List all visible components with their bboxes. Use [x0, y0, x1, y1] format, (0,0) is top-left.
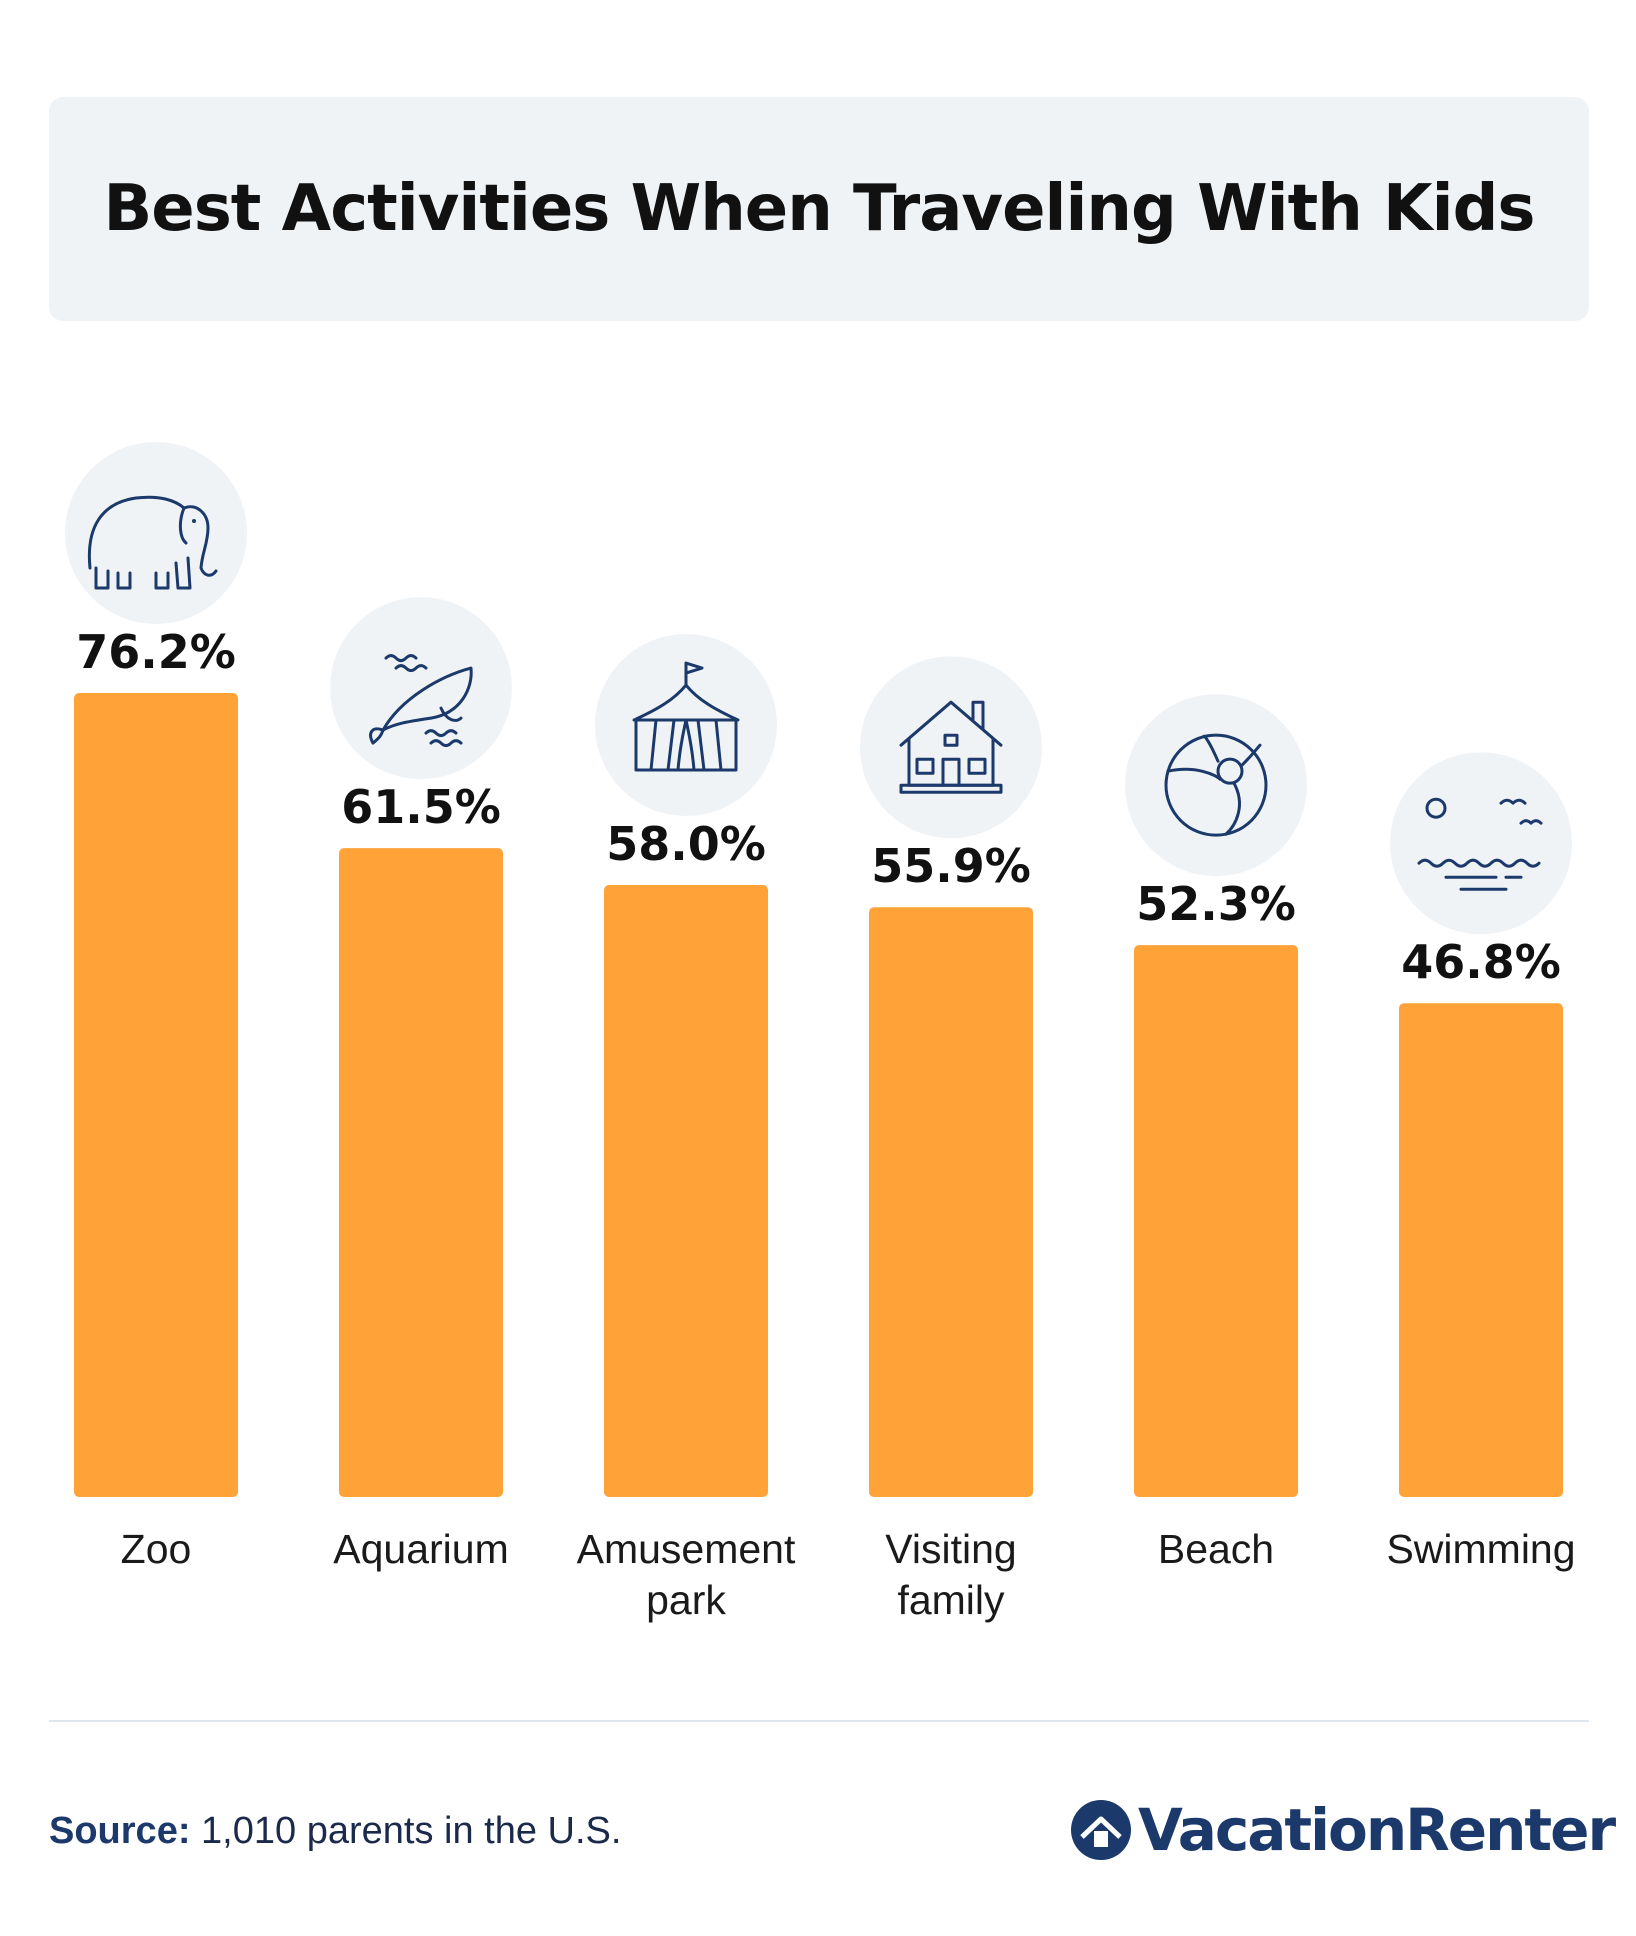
category-label-2: park — [646, 1577, 726, 1623]
bar-chart: 76.2% Zoo 61.5% Aquarium 58.0% Amusement park 5… — [65, 442, 1576, 1623]
category-label-2: Amusement — [577, 1526, 796, 1572]
bar-4 — [1134, 945, 1298, 1497]
value-label-2: 58.0% — [606, 817, 766, 871]
bar-3 — [869, 907, 1033, 1497]
logo-text: VacationRenter — [1138, 1796, 1616, 1864]
category-label-4: Beach — [1158, 1526, 1274, 1572]
value-label-4: 52.3% — [1136, 877, 1296, 931]
category-label-1: Aquarium — [333, 1526, 508, 1572]
title-box: Best Activities When Traveling With Kids — [49, 97, 1589, 321]
beach-ball-icon — [1125, 694, 1307, 877]
category-label-3: family — [897, 1577, 1005, 1623]
logo-house-icon — [1071, 1800, 1131, 1860]
value-label-0: 76.2% — [76, 625, 236, 679]
source-note: Source: 1,010 parents in the U.S. — [49, 1810, 621, 1853]
source-label: Source: — [49, 1810, 191, 1852]
vacationrenter-logo: VacationRenter — [1070, 1790, 1616, 1870]
bar-2 — [604, 885, 768, 1497]
bar-1 — [339, 848, 503, 1497]
divider — [49, 1720, 1589, 1722]
bar-5 — [1399, 1003, 1563, 1497]
house-icon — [860, 656, 1042, 839]
whale-icon — [330, 597, 512, 780]
category-label-0: Zoo — [121, 1526, 192, 1572]
circus-tent-icon — [595, 634, 777, 817]
value-label-5: 46.8% — [1401, 935, 1561, 989]
value-label-1: 61.5% — [341, 780, 501, 834]
chart-title: Best Activities When Traveling With Kids — [103, 172, 1536, 246]
value-label-3: 55.9% — [871, 839, 1031, 893]
bar-0 — [74, 693, 238, 1497]
category-label-3: Visiting — [885, 1526, 1016, 1572]
elephant-icon — [65, 442, 247, 624]
sea-icon — [1390, 752, 1572, 935]
source-text: 1,010 parents in the U.S. — [190, 1810, 622, 1852]
category-label-5: Swimming — [1386, 1526, 1575, 1572]
